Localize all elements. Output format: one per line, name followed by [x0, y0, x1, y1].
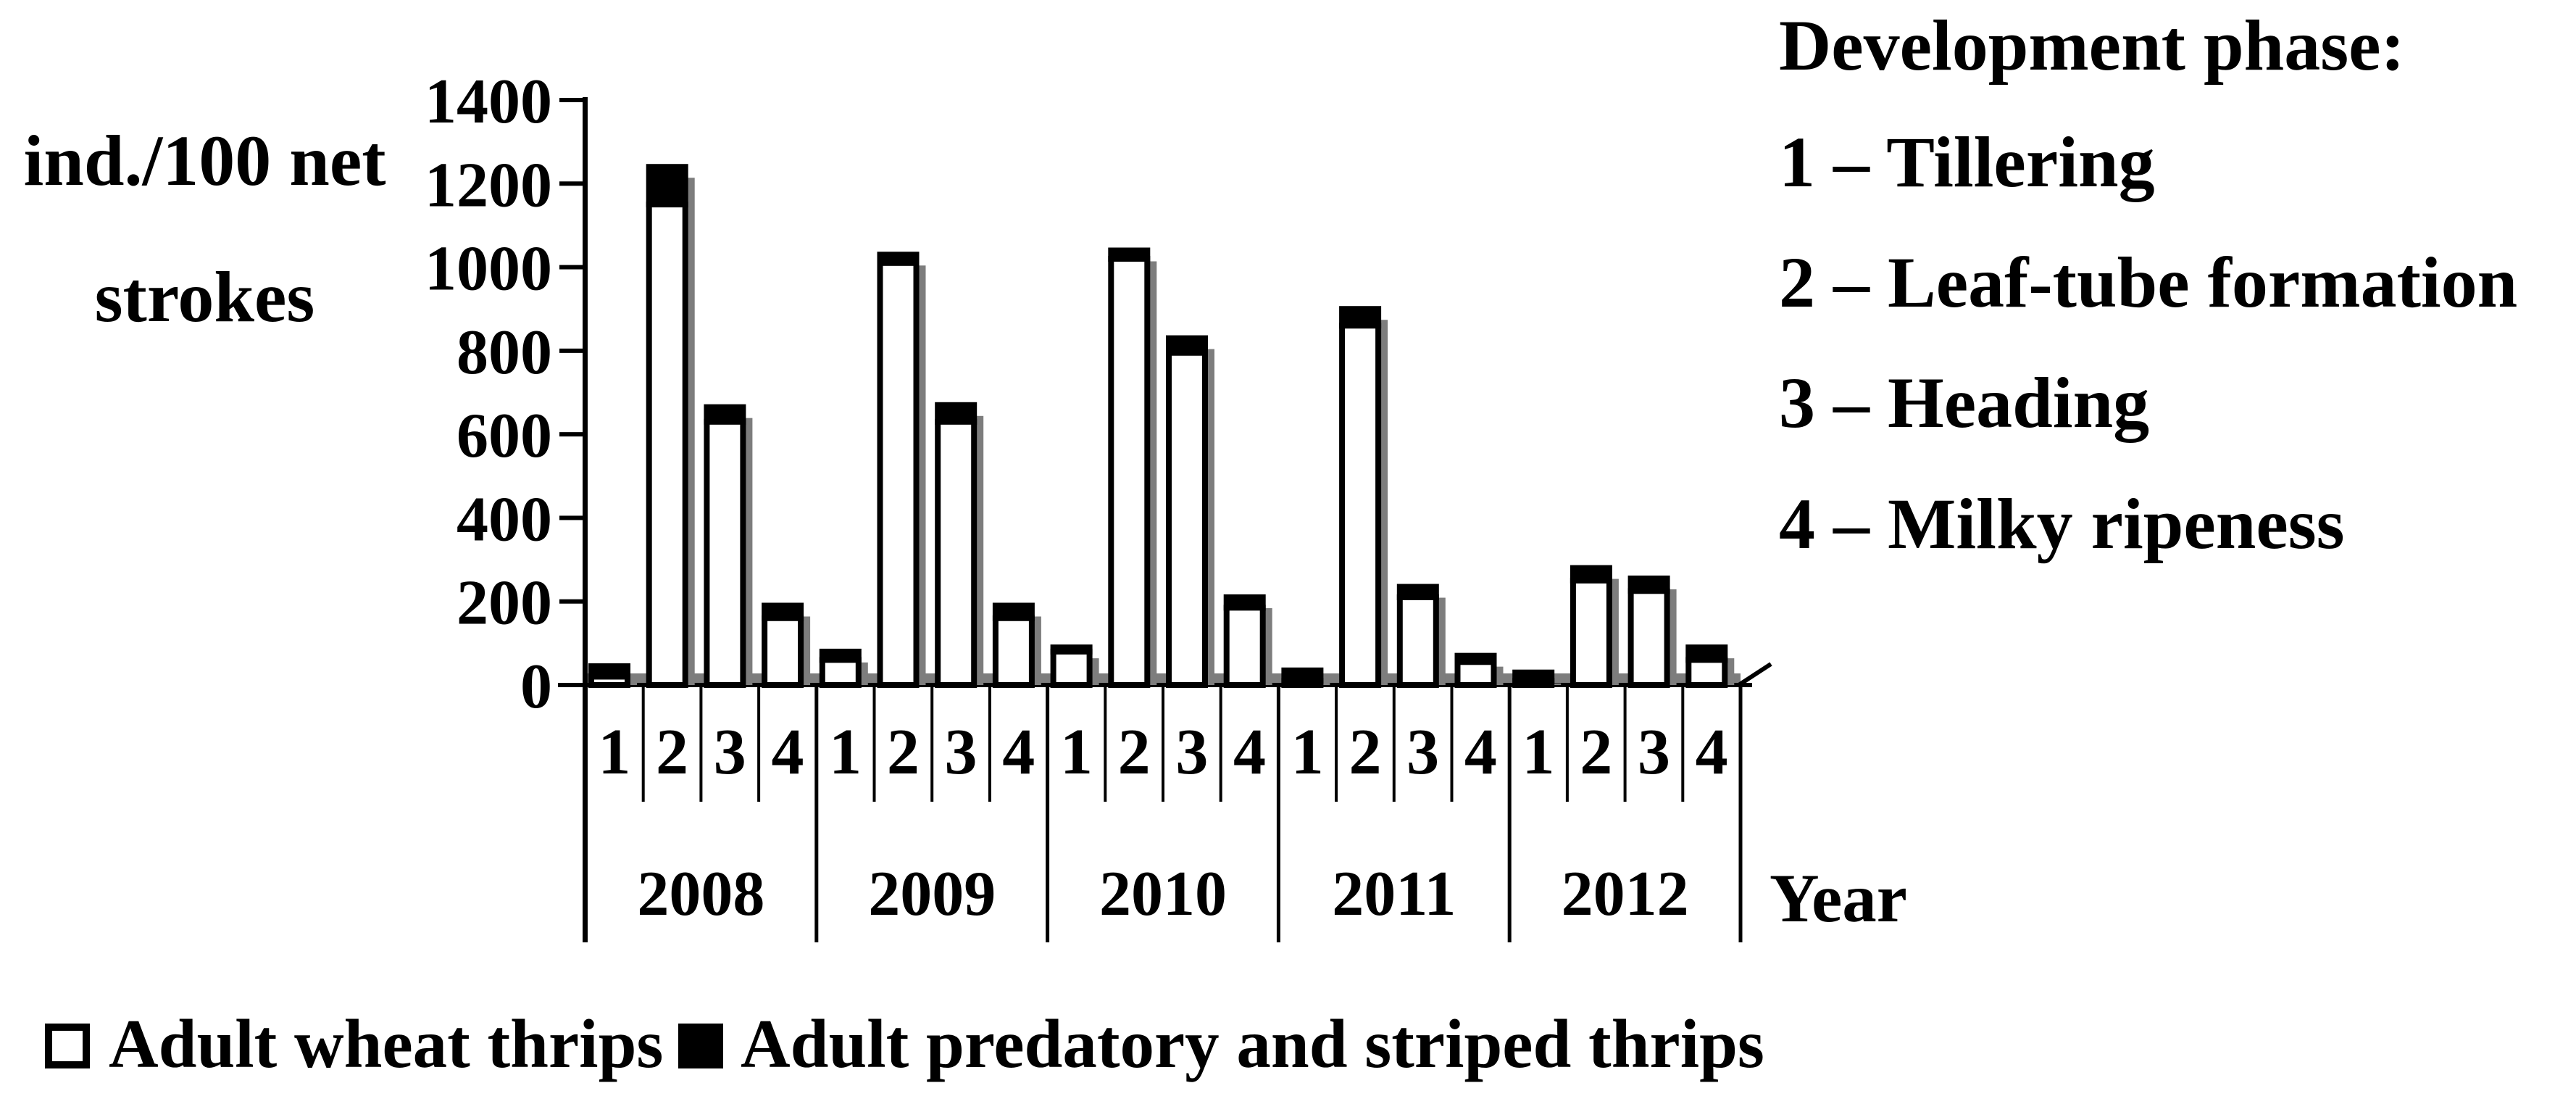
y-axis-title-line2: strokes — [94, 257, 315, 337]
year-tick-label: 2010 — [1099, 859, 1227, 929]
phase-separator-line — [1392, 685, 1396, 802]
phase-legend-item-milky-ripeness: 4 – Milky ripeness — [1779, 483, 2345, 564]
baseline-shadow-band — [585, 673, 1741, 685]
phase-separator-line — [1162, 685, 1164, 802]
phase-separator-line — [930, 685, 934, 802]
year-separator-line — [1738, 685, 1743, 942]
legend-label-predatory: Adult predatory and striped thrips — [741, 1005, 1764, 1082]
y-tick-label: 800 — [457, 317, 552, 388]
bar-wheat-2011-phase-3 — [1396, 594, 1439, 689]
phase-separator-line — [1450, 685, 1454, 802]
phase-legend-item-heading: 3 – Heading — [1779, 362, 2150, 443]
bar-wheat-2008-phase-2 — [646, 202, 688, 689]
y-tick-label: 600 — [457, 401, 552, 471]
y-axis-title-line1: ind./100 net — [23, 120, 386, 201]
y-axis-tick — [559, 98, 585, 102]
bar-wheat-2011-phase-1 — [1281, 678, 1324, 689]
phase-separator-line — [641, 685, 645, 802]
phase-separator-line — [1623, 685, 1627, 802]
phase-tick-label: 3 — [1638, 716, 1670, 788]
y-tick-label: 400 — [457, 484, 552, 555]
y-axis-tick — [559, 181, 585, 186]
phase-tick-label: 1 — [1291, 716, 1324, 788]
year-tick-label: 2008 — [637, 859, 764, 929]
phase-legend-title: Development phase: — [1779, 5, 2405, 86]
phase-tick-label: 4 — [1464, 716, 1497, 788]
phase-separator-line — [757, 685, 761, 802]
bar-wheat-2009-phase-2 — [877, 260, 920, 688]
phase-tick-label: 3 — [1175, 716, 1208, 788]
bar-wheat-2009-phase-4 — [992, 615, 1035, 688]
y-tick-label: 1200 — [425, 150, 552, 220]
phase-separator-line — [1335, 685, 1338, 802]
bar-wheat-2012-phase-1 — [1512, 678, 1555, 689]
phase-tick-label: 4 — [1002, 716, 1035, 788]
axis-end-flick — [1736, 662, 1772, 688]
phase-tick-label: 4 — [771, 716, 804, 788]
year-tick-label: 2011 — [1332, 859, 1456, 929]
bar-wheat-2010-phase-2 — [1108, 256, 1151, 688]
phase-tick-label: 4 — [1233, 716, 1266, 788]
phase-legend-item-leaf-tube: 2 – Leaf-tube formation — [1779, 242, 2518, 323]
bar-wheat-2012-phase-3 — [1627, 588, 1670, 689]
phase-tick-label: 1 — [829, 716, 862, 788]
phase-tick-label: 3 — [945, 716, 978, 788]
y-axis-tick — [559, 432, 585, 437]
bar-wheat-2010-phase-1 — [1050, 648, 1093, 689]
x-axis-title: Year — [1770, 860, 1907, 937]
y-tick-label: 1400 — [425, 67, 552, 137]
phase-separator-line — [699, 685, 703, 802]
year-tick-label: 2012 — [1562, 859, 1689, 929]
legend-label-wheat: Adult wheat thrips — [109, 1005, 664, 1082]
phase-separator-line — [988, 685, 991, 802]
legend-swatch-predatory-black-square — [678, 1024, 723, 1068]
phase-tick-label: 1 — [1522, 716, 1555, 788]
bar-wheat-2008-phase-3 — [704, 418, 746, 688]
year-separator-line — [814, 685, 819, 942]
bar-wheat-2011-phase-4 — [1454, 659, 1497, 689]
bar-wheat-2009-phase-1 — [819, 657, 862, 689]
phase-tick-label: 2 — [1580, 716, 1612, 788]
y-axis-title: ind./100 net strokes — [7, 93, 402, 365]
phase-separator-line — [1219, 685, 1222, 802]
y-tick-label: 1000 — [425, 234, 552, 304]
y-tick-label: 0 — [520, 652, 552, 722]
bar-wheat-2010-phase-3 — [1166, 349, 1208, 688]
phase-tick-label: 2 — [1349, 716, 1381, 788]
phase-separator-line — [1104, 685, 1107, 802]
phase-legend-item-tillering: 1 – Tillering — [1779, 122, 2155, 202]
bar-wheat-2010-phase-4 — [1223, 605, 1266, 688]
bar-wheat-2008-phase-4 — [762, 615, 804, 688]
legend-swatch-wheat-white-square — [45, 1024, 90, 1068]
bar-wheat-2009-phase-3 — [935, 418, 978, 688]
bar-wheat-2012-phase-2 — [1570, 577, 1612, 689]
phase-separator-line — [872, 685, 876, 802]
bar-wheat-2011-phase-2 — [1339, 323, 1382, 688]
bar-wheat-2008-phase-1 — [588, 673, 630, 689]
y-axis-tick — [559, 265, 585, 270]
phase-tick-label: 1 — [598, 716, 630, 788]
phase-tick-label: 2 — [887, 716, 920, 788]
bar-wheat-2012-phase-4 — [1685, 657, 1728, 689]
y-axis-tick — [559, 599, 585, 604]
phase-tick-label: 3 — [1406, 716, 1439, 788]
bar-predatory-2008-phase-2 — [646, 164, 688, 208]
phase-tick-label: 1 — [1060, 716, 1093, 788]
phase-tick-label: 4 — [1696, 716, 1728, 788]
phase-separator-line — [1681, 685, 1685, 802]
phase-tick-label: 2 — [656, 716, 688, 788]
year-tick-label: 2009 — [868, 859, 996, 929]
y-axis-tick — [559, 515, 585, 520]
year-separator-line — [1276, 685, 1280, 942]
year-separator-line — [1046, 685, 1050, 942]
phase-separator-line — [1565, 685, 1569, 802]
year-separator-line — [1507, 685, 1512, 942]
y-axis-tick — [559, 348, 585, 353]
phase-tick-label: 3 — [714, 716, 746, 788]
y-tick-label: 200 — [457, 568, 552, 639]
phase-tick-label: 2 — [1118, 716, 1151, 788]
